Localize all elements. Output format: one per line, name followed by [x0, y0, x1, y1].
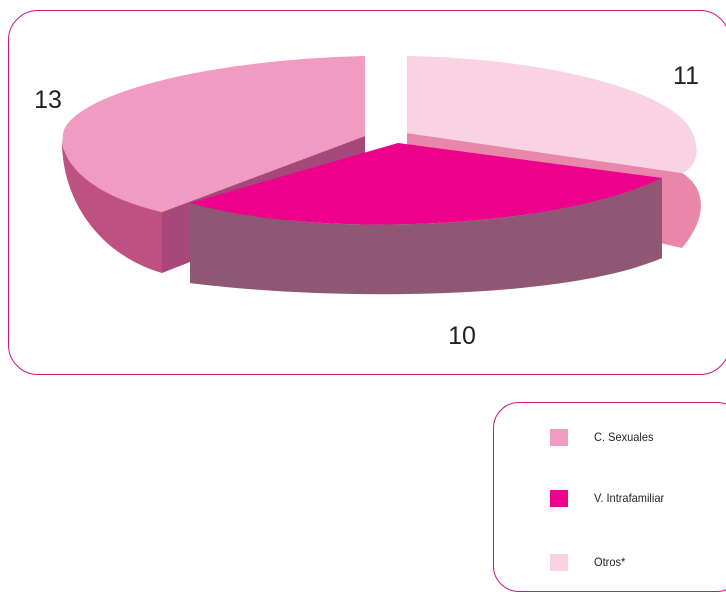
data-label-v-intrafamiliar: 10	[448, 322, 476, 350]
data-label-c-sexuales: 13	[34, 86, 62, 114]
legend-label-c-sexuales: C. Sexuales	[594, 430, 654, 444]
legend-item-c-sexuales: C. Sexuales	[550, 427, 659, 447]
chart-frame	[8, 10, 726, 375]
slice-c-sexuales-side-outer	[61, 136, 162, 273]
legend-swatch-v-intrafamiliar	[550, 489, 568, 507]
slice-v-intrafamiliar-top	[190, 143, 662, 225]
slice-v-intrafamiliar	[190, 143, 662, 295]
legend-swatch-otros	[550, 553, 568, 571]
slice-c-sexuales-top	[62, 56, 365, 212]
legend-swatch-c-sexuales	[550, 428, 568, 446]
legend-label-v-intrafamiliar: V. Intrafamiliar	[594, 491, 665, 505]
data-label-otros: 11	[673, 62, 699, 90]
legend-item-v-intrafamiliar: V. Intrafamiliar	[550, 488, 670, 508]
slice-v-intrafamiliar-side	[190, 178, 662, 295]
legend-label-otros: Otros*	[594, 555, 626, 569]
slice-otros-top	[407, 56, 697, 173]
legend-item-otros: Otros*	[550, 552, 628, 572]
slice-otros-side-outer	[682, 173, 701, 248]
